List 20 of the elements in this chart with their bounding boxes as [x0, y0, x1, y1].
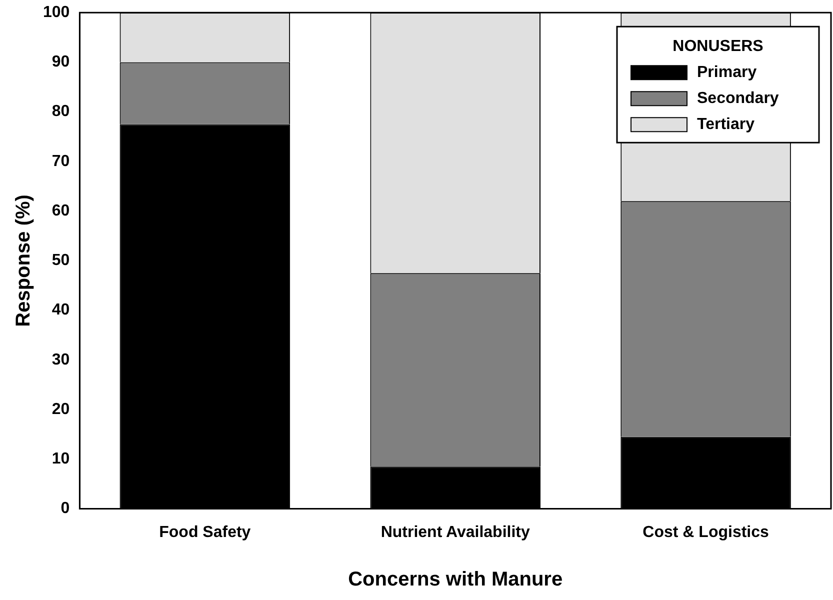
- x-tick-label: Cost & Logistics: [642, 524, 769, 541]
- y-tick-label: 100: [42, 4, 70, 22]
- y-axis-title: Response (%): [12, 194, 35, 327]
- y-tick-label: 70: [52, 152, 70, 170]
- x-tick-label: Food Safety: [159, 524, 251, 541]
- legend-label: Primary: [697, 64, 757, 82]
- y-tick-label: 30: [52, 351, 70, 368]
- legend-title: NONUSERS: [672, 38, 764, 56]
- y-tick-label: 10: [52, 450, 70, 468]
- legend-label: Secondary: [697, 90, 779, 108]
- y-tick-label: 60: [52, 202, 70, 220]
- y-tick-label: 80: [52, 103, 70, 120]
- x-tick-label: Nutrient Availability: [380, 524, 530, 541]
- y-tick-label: 50: [52, 252, 70, 270]
- y-tick-label: 20: [52, 400, 70, 418]
- y-tick-label: 0: [60, 500, 70, 518]
- y-tick-label: 90: [52, 54, 70, 71]
- y-tick-label: 40: [52, 302, 70, 319]
- x-axis-title: Concerns with Manure: [348, 568, 563, 591]
- legend-label: Tertiary: [697, 116, 755, 134]
